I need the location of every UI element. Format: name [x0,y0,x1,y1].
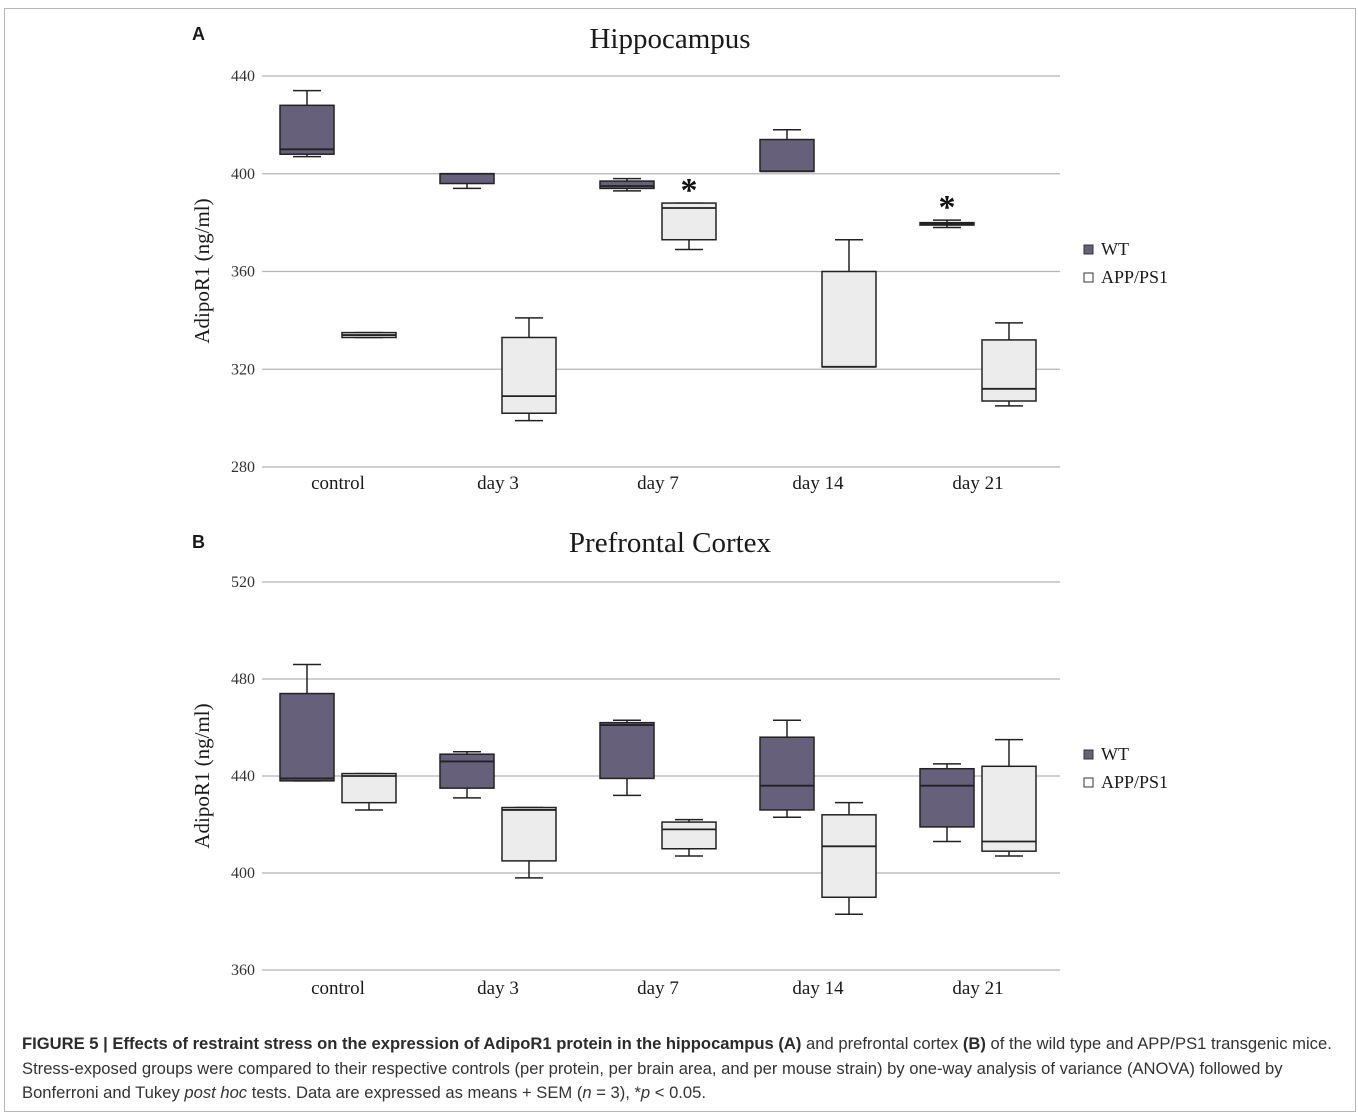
panel-a-significance-asterisk-0: * [681,172,698,209]
panel-b-app-ps1-day-3-box [501,806,557,862]
panel-b-legend-label-app-ps1: APP/PS1 [1101,772,1168,792]
panel-b-title: Prefrontal Cortex [569,527,772,559]
panel-b-legend-swatch-wt [1083,749,1094,760]
panel-a-category-day-14: day 14 [792,473,844,494]
panel-a-wt-day-14-box [759,138,815,173]
panel-a-legend-label-app-ps1: APP/PS1 [1101,267,1168,287]
panel-b-app-ps1-day-7-box [661,821,717,850]
caption-italic-p: p [640,1083,651,1102]
panel-b-legend-label-wt: WT [1101,744,1129,764]
panel-b-category-day-14: day 14 [792,978,844,999]
panel-b-ytick-520: 520 [231,574,255,591]
panel-a-wt-day-3-box [439,173,495,185]
caption-part2: of the wild type and APP/PS1 transgenic … [22,1034,1332,1102]
panel-a-ytick-280: 280 [231,459,255,476]
panel-a-category-control: control [311,473,365,494]
panel-a-ylabel: AdipoR1 (ng/ml) [190,198,214,343]
panel-b-category-day-21: day 21 [952,978,1003,999]
panel-b-app-ps1-control-box [341,772,397,804]
panel-a-wt-day-7-box [599,180,655,190]
caption-italic-n: n [582,1083,592,1102]
panel-b-wt-control-box [279,692,335,782]
panel-a-wt-control-box [279,104,335,155]
panel-a-legend-swatch-wt [1083,244,1094,255]
caption-bold-b: (B) [962,1034,986,1053]
panel-a-ytick-440: 440 [231,68,255,85]
caption-part1: and prefrontal cortex [801,1034,963,1053]
panel-a-category-day-21: day 21 [952,473,1003,494]
panel-b-legend-swatch-app-ps1 [1083,777,1094,788]
panel-a-title: Hippocampus [589,23,750,55]
panel-b-wt-day-21-box [919,767,975,828]
panel-b-ytick-440: 440 [231,768,255,785]
panel-a-app-ps1-day-21-box [981,339,1037,402]
figure-frame [4,8,1356,1112]
panel-a-app-ps1-day-14-box [821,270,877,368]
panel-a-app-ps1-day-7-box [661,202,717,241]
caption-part5: < 0.05. [650,1083,706,1102]
panel-a-app-ps1-day-3-box [501,336,557,414]
panel-b-app-ps1-day-21-box [981,765,1037,852]
panel-a-category-day-7: day 7 [637,473,679,494]
panel-b-category-control: control [311,978,365,999]
panel-b-app-ps1-day-14-box [821,814,877,898]
panel-a-category-day-3: day 3 [477,473,519,494]
panel-a-legend-label-wt: WT [1101,239,1129,259]
caption-italic-posthoc: post hoc [184,1083,248,1102]
panel-b-category-day-7: day 7 [637,978,679,999]
panel-b-ytick-480: 480 [231,671,255,688]
panel-a-legend-swatch-app-ps1 [1083,272,1094,283]
figure-caption: FIGURE 5 | Effects of restraint stress o… [22,1032,1338,1106]
panel-b-category-day-3: day 3 [477,978,519,999]
panel-b-ytick-360: 360 [231,962,255,979]
panel-a-ytick-360: 360 [231,264,255,281]
caption-lead: FIGURE 5 | Effects of restraint stress o… [22,1034,802,1053]
panel-a-significance-asterisk-1: * [939,189,956,226]
panel-a-ytick-400: 400 [231,166,255,183]
panel-b-wt-day-3-box [439,753,495,789]
panel-a-ytick-320: 320 [231,361,255,378]
panel-b-ylabel: AdipoR1 (ng/ml) [190,703,214,848]
panel-b-wt-day-14-box [759,736,815,811]
figure-chart-area: A Hippocampus 280 320 360 400 440 AdipoR1 (ng/m… [190,23,1168,999]
caption-part4: = 3), * [591,1083,641,1102]
panel-b-label: B [192,532,205,552]
panel-a-label: A [192,24,205,44]
panel-b-wt-day-7-box [599,721,655,780]
caption-part3: tests. Data are expressed as means + SEM… [247,1083,583,1102]
panel-b-ytick-400: 400 [231,865,255,882]
